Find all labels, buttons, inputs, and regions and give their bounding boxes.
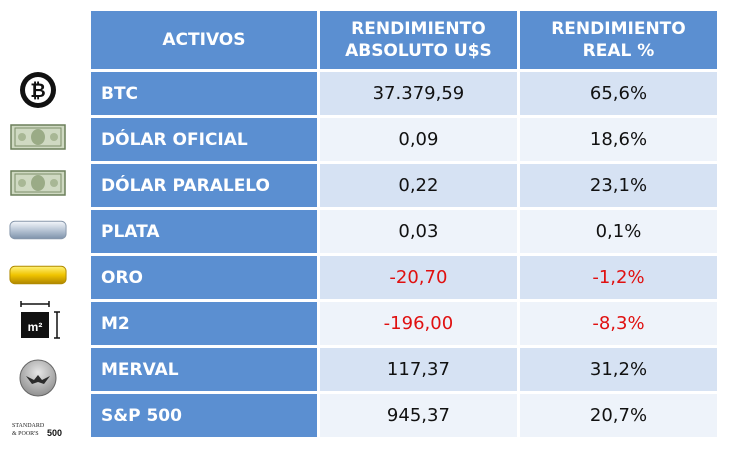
header-absolute-return: RENDIMIENTO ABSOLUTO U$S xyxy=(319,11,517,69)
real-return: 31,2% xyxy=(519,348,717,391)
asset-name: M2 xyxy=(91,302,317,345)
returns-table: ACTIVOS RENDIMIENTO ABSOLUTO U$S RENDIMIE… xyxy=(88,8,720,440)
asset-name: DÓLAR OFICIAL xyxy=(91,118,317,161)
asset-icons-column: ₿ xyxy=(0,0,88,464)
asset-name: MERVAL xyxy=(91,348,317,391)
asset-name: ORO xyxy=(91,256,317,299)
real-return: -1,2% xyxy=(519,256,717,299)
asset-name: PLATA xyxy=(91,210,317,253)
svg-text:& POOR'S: & POOR'S xyxy=(12,431,39,437)
sp500-logo-icon: STANDARD & POOR'S 500 xyxy=(8,412,68,448)
square-meter-icon: m² xyxy=(8,301,68,339)
table-row: PLATA 0,03 0,1% xyxy=(91,210,717,253)
table-row: ORO -20,70 -1,2% xyxy=(91,256,717,299)
svg-text:STANDARD: STANDARD xyxy=(12,423,45,429)
dollar-bill-icon xyxy=(8,165,68,201)
real-return: -8,3% xyxy=(519,302,717,345)
real-return: 65,6% xyxy=(519,72,717,115)
header-real-return: RENDIMIENTO REAL % xyxy=(519,11,717,69)
dollar-bill-icon xyxy=(8,119,68,155)
absolute-return: 0,22 xyxy=(319,164,517,207)
table-row: M2 -196,00 -8,3% xyxy=(91,302,717,345)
table-header-row: ACTIVOS RENDIMIENTO ABSOLUTO U$S RENDIMIE… xyxy=(91,11,717,69)
real-return: 23,1% xyxy=(519,164,717,207)
absolute-return: 117,37 xyxy=(319,348,517,391)
absolute-return: 945,37 xyxy=(319,394,517,437)
asset-name: DÓLAR PARALELO xyxy=(91,164,317,207)
asset-name: S&P 500 xyxy=(91,394,317,437)
absolute-return: 0,03 xyxy=(319,210,517,253)
table-row: MERVAL 117,37 31,2% xyxy=(91,348,717,391)
absolute-return: -20,70 xyxy=(319,256,517,299)
table-row: DÓLAR OFICIAL 0,09 18,6% xyxy=(91,118,717,161)
table-row: S&P 500 945,37 20,7% xyxy=(91,394,717,437)
svg-text:500: 500 xyxy=(47,428,62,438)
header-assets: ACTIVOS xyxy=(91,11,317,69)
absolute-return: -196,00 xyxy=(319,302,517,345)
table-row: BTC 37.379,59 65,6% xyxy=(91,72,717,115)
absolute-return: 0,09 xyxy=(319,118,517,161)
real-return: 0,1% xyxy=(519,210,717,253)
silver-bar-icon xyxy=(8,212,68,248)
svg-text:₿: ₿ xyxy=(30,81,45,102)
real-return: 20,7% xyxy=(519,394,717,437)
merval-bull-icon xyxy=(8,359,68,397)
absolute-return: 37.379,59 xyxy=(319,72,517,115)
svg-text:m²: m² xyxy=(28,320,43,334)
bitcoin-icon: ₿ xyxy=(8,72,68,108)
real-return: 18,6% xyxy=(519,118,717,161)
asset-name: BTC xyxy=(91,72,317,115)
table-row: DÓLAR PARALELO 0,22 23,1% xyxy=(91,164,717,207)
gold-bar-icon xyxy=(8,257,68,293)
